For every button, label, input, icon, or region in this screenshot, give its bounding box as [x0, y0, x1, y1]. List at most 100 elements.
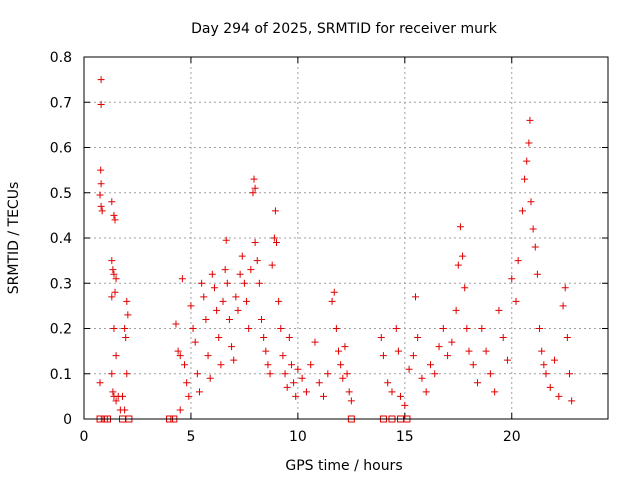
data-point: [426, 361, 434, 369]
data-point: [311, 338, 319, 346]
data-point: [332, 325, 340, 332]
data-point: [213, 306, 221, 314]
data-point: [499, 334, 507, 342]
data-point: [512, 297, 520, 305]
data-point: [178, 275, 186, 283]
data-point: [111, 288, 119, 296]
data-point: [174, 347, 182, 355]
data-point: [379, 352, 387, 360]
data-point: [536, 325, 544, 332]
data-point: [503, 356, 511, 364]
y-tick-label: 0: [63, 412, 72, 428]
data-point: [320, 392, 328, 400]
data-point: [97, 101, 105, 109]
data-point: [459, 252, 467, 260]
data-point: [527, 198, 535, 206]
y-tick-label: 0.6: [50, 141, 72, 157]
data-point: [526, 116, 534, 124]
data-points: [96, 76, 576, 423]
data-point: [122, 334, 130, 342]
data-point: [491, 388, 499, 396]
data-point: [452, 306, 460, 314]
data-point: [111, 216, 119, 224]
data-point: [185, 392, 193, 400]
data-point: [538, 347, 546, 355]
data-point: [454, 261, 462, 269]
x-axis-label: GPS time / hours: [285, 458, 402, 474]
y-tick-label: 0.5: [50, 186, 72, 202]
data-point: [307, 361, 315, 369]
data-point: [96, 191, 104, 199]
y-tick-label: 0.3: [50, 276, 72, 292]
data-point: [210, 284, 218, 292]
data-point: [345, 388, 353, 396]
data-point: [264, 361, 272, 369]
data-point: [234, 306, 242, 314]
data-point: [245, 325, 253, 332]
data-point: [221, 266, 229, 274]
data-point: [123, 370, 131, 378]
data-point: [110, 325, 118, 332]
data-point: [486, 370, 494, 378]
data-point: [266, 370, 274, 378]
data-point: [563, 334, 571, 342]
data-point: [217, 361, 225, 369]
data-point: [112, 352, 120, 360]
data-point: [482, 347, 490, 355]
data-point: [272, 239, 280, 247]
data-point: [189, 325, 197, 332]
plot-frame: [83, 56, 609, 420]
y-tick-label: 0.4: [50, 231, 72, 247]
data-point: [176, 406, 184, 414]
data-point: [302, 388, 310, 396]
data-point: [561, 284, 569, 292]
data-point: [253, 257, 261, 265]
data-point: [315, 379, 323, 387]
data-point: [275, 297, 283, 305]
data-point: [232, 293, 240, 301]
data-point: [96, 379, 104, 387]
data-point: [172, 320, 180, 328]
data-point: [112, 275, 120, 283]
data-point: [444, 352, 452, 360]
data-point: [337, 361, 345, 369]
data-point: [377, 334, 385, 342]
data-point: [469, 361, 477, 369]
data-point: [529, 225, 537, 233]
data-point: [240, 279, 248, 287]
data-point: [508, 275, 516, 283]
data-point: [97, 166, 105, 174]
data-point: [243, 297, 251, 305]
data-point: [200, 293, 208, 301]
data-point: [249, 189, 257, 197]
data-point: [121, 325, 129, 332]
data-point: [431, 370, 439, 378]
data-point: [495, 306, 503, 314]
data-point: [330, 288, 338, 296]
data-point: [392, 325, 400, 332]
data-point: [409, 352, 417, 360]
x-tick-label: 0: [80, 429, 89, 445]
data-point: [223, 279, 231, 287]
data-point: [176, 352, 184, 360]
data-point: [542, 370, 550, 378]
data-point: [335, 347, 343, 355]
data-point: [204, 352, 212, 360]
tick-labels: 0 0.1 0.2 0.3 0.4 0.5 0.6 0.7 0.8 0 5 10 15 20: [50, 50, 521, 445]
data-point: [183, 379, 191, 387]
data-point: [347, 397, 355, 405]
data-point: [97, 202, 105, 210]
data-point: [108, 198, 116, 206]
data-point: [108, 370, 116, 378]
data-point: [225, 315, 233, 323]
data-point: [262, 347, 270, 355]
data-point: [124, 311, 132, 319]
data-point: [250, 175, 258, 183]
data-point: [108, 293, 116, 301]
data-point: [281, 370, 289, 378]
data-point: [298, 374, 306, 382]
y-tick-label: 0.8: [50, 50, 72, 66]
y-tick-label: 0.7: [50, 95, 72, 111]
data-point: [287, 361, 295, 369]
data-point: [521, 175, 529, 183]
